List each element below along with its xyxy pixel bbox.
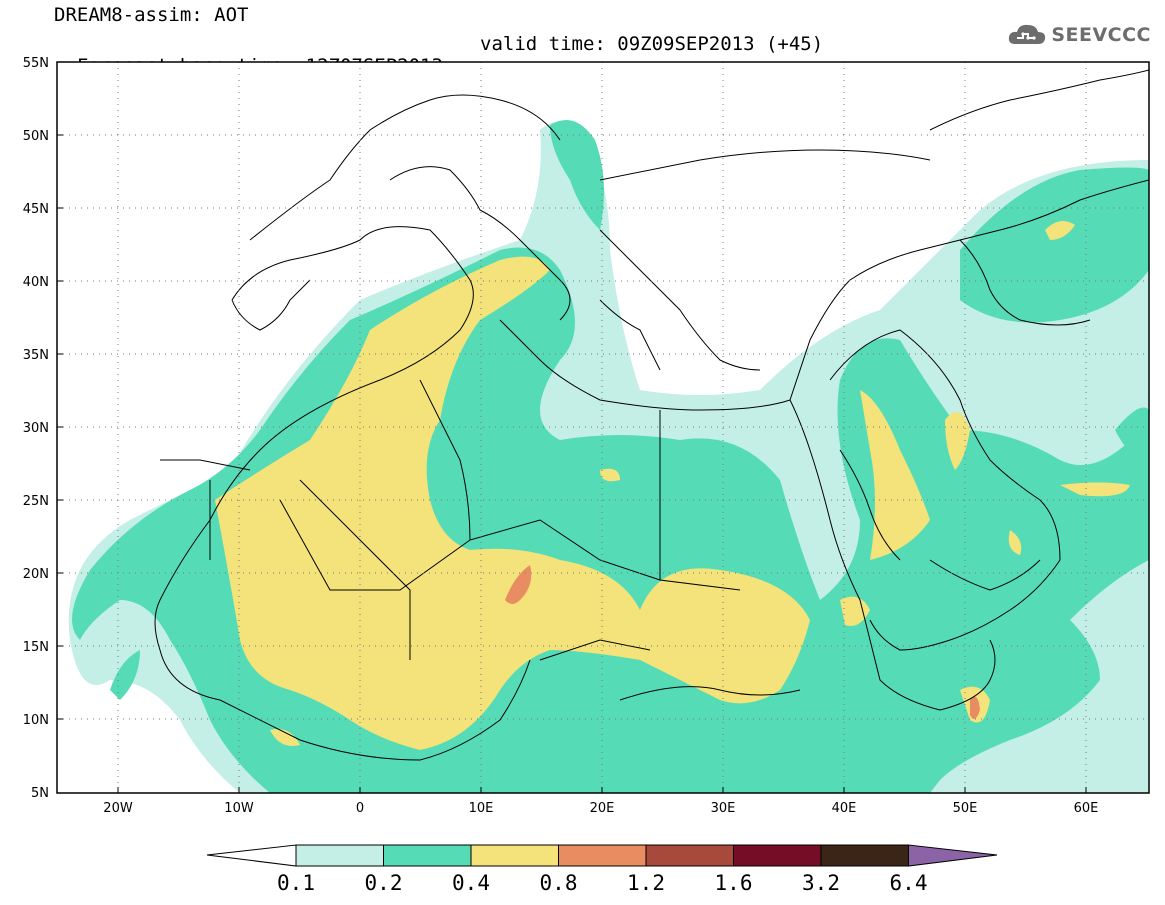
colorbar-label: 1.2 <box>627 871 665 895</box>
colorbar-label: 6.4 <box>889 871 928 895</box>
colorbar-high-arrow <box>908 844 998 867</box>
lon-labels: 20W 10W 0 10E 20E 30E 40E 50E 60E <box>103 801 1098 816</box>
lat-label: 50N <box>23 129 49 144</box>
lon-label: 30E <box>711 801 736 816</box>
lon-label: 20E <box>590 801 615 816</box>
lat-label: 20N <box>23 567 49 582</box>
colorbar-bin <box>645 844 734 867</box>
page-title: DREAM8-assim: AOT <box>54 4 249 26</box>
colorbar-bin <box>820 844 909 867</box>
grid-lines <box>57 62 1149 793</box>
lon-label: 50E <box>953 801 978 816</box>
lat-label: 15N <box>23 640 49 655</box>
lat-label: 45N <box>23 202 49 217</box>
lon-label: 10E <box>469 801 494 816</box>
lat-label: 30N <box>23 421 49 436</box>
lon-label: 0 <box>356 801 364 816</box>
valid-time: valid time: 09Z09SEP2013 (+45) <box>480 33 824 55</box>
colorbar-low-arrow <box>206 844 297 867</box>
colorbar-bin <box>733 844 822 867</box>
axis-ticks <box>57 134 1087 793</box>
cloud-icon <box>1009 24 1046 44</box>
colorbar-label: 0.4 <box>452 871 490 895</box>
lat-label: 55N <box>23 56 49 71</box>
colorbar-label: 0.8 <box>539 871 578 895</box>
aot-field-0-8 <box>505 565 980 719</box>
colorbar-label: 3.2 <box>802 871 840 895</box>
lat-label: 5N <box>31 786 49 801</box>
lon-label: 10W <box>224 801 254 816</box>
colorbar-label: 1.6 <box>714 871 753 895</box>
colorbar-label: 0.2 <box>364 871 403 895</box>
logo-text: SEEVCCC <box>1051 24 1151 46</box>
lat-labels: 55N 50N 45N 40N 35N 30N 25N 20N 15N 10N … <box>23 56 49 801</box>
colorbar-bin <box>295 844 384 867</box>
coastlines <box>154 69 1149 761</box>
lat-label: 40N <box>23 275 49 290</box>
seevccc-logo: SEEVCCC <box>1007 22 1151 48</box>
lon-label: 40E <box>832 801 857 816</box>
colorbar <box>206 844 998 867</box>
colorbar-label: 0.1 <box>277 871 315 895</box>
colorbar-bin <box>383 844 472 867</box>
lat-label: 10N <box>23 713 49 728</box>
lon-label: 60E <box>1074 801 1099 816</box>
colorbar-bin <box>558 844 647 867</box>
lat-label: 35N <box>23 348 49 363</box>
lon-label: 20W <box>103 801 133 816</box>
lat-label: 25N <box>23 494 49 509</box>
colorbar-bin <box>470 844 559 867</box>
